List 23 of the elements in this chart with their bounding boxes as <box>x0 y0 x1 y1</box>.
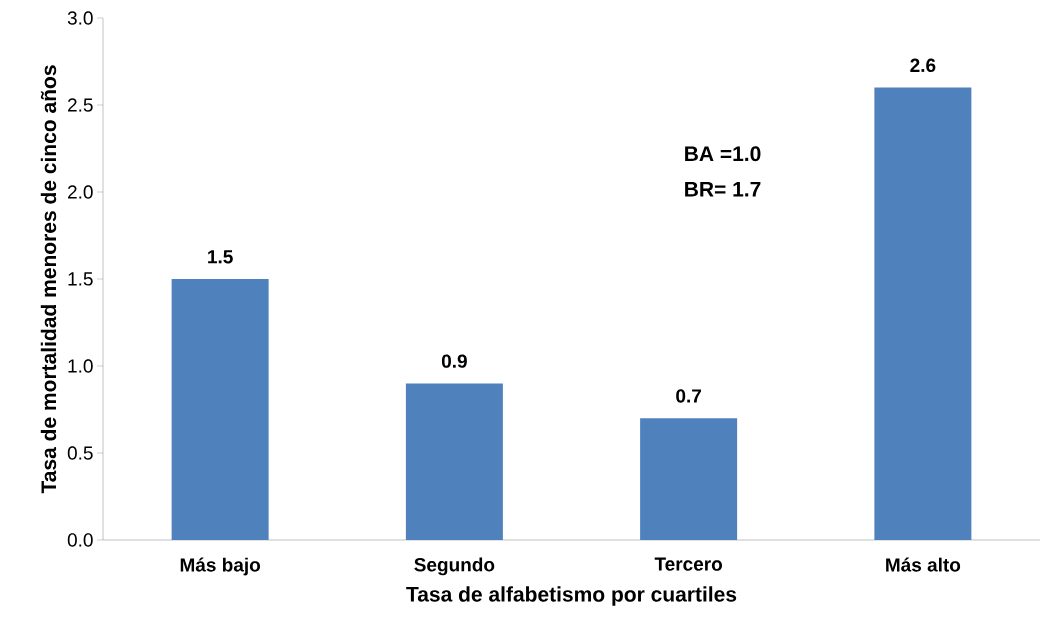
bar <box>405 383 503 540</box>
y-tick-label: 3.0 <box>67 11 93 25</box>
data-label: 0.7 <box>676 389 701 403</box>
bar <box>640 418 738 540</box>
annotation: BR= 1.7 <box>685 181 761 197</box>
x-tick-label: Tercero <box>654 557 723 571</box>
y-tick-label: 2.0 <box>68 185 93 199</box>
x-tick-label: Segundo <box>414 557 495 576</box>
bar <box>171 278 269 540</box>
bar <box>874 87 972 540</box>
annotation: BA =1.0 <box>685 146 761 162</box>
x-tick-label: Más alto <box>886 557 961 572</box>
y-axis-title: Tasa de mortalidad menores de cinco años <box>40 65 57 494</box>
data-label: 1.5 <box>208 250 233 264</box>
x-tick-label: Más bajo <box>180 557 261 576</box>
data-label: 2.6 <box>910 58 936 73</box>
y-tick-label: 1.0 <box>68 359 93 373</box>
data-label: 0.9 <box>441 354 467 368</box>
y-tick-label: 0.0 <box>67 533 93 547</box>
y-tick-label: 1.5 <box>68 272 93 286</box>
y-tick-label: 0.5 <box>67 446 93 460</box>
x-axis-title: Tasa de alfabetismo por cuartiles <box>406 586 737 606</box>
y-tick-label: 2.5 <box>68 98 93 112</box>
